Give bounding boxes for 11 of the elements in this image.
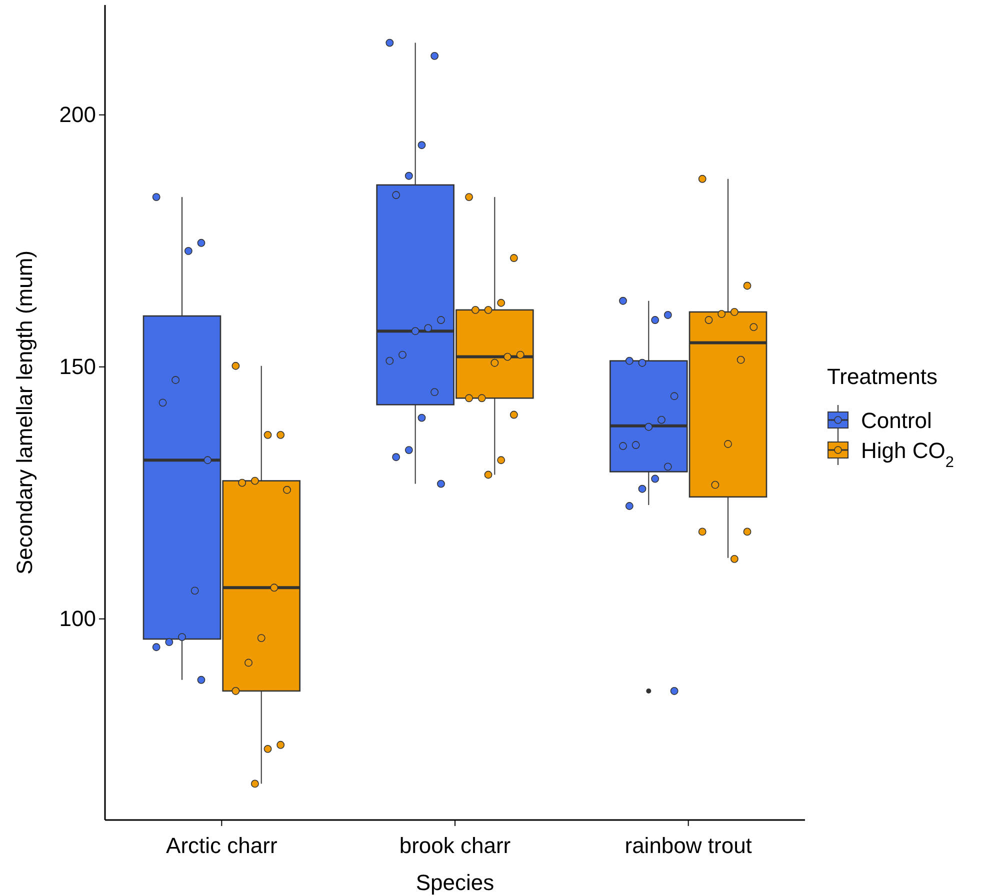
y-tick-label: 100 bbox=[59, 606, 96, 631]
x-tick-label: brook charr bbox=[399, 833, 511, 858]
legend-label: High CO$_{2}$ bbox=[861, 438, 954, 470]
y-tick-label: 200 bbox=[59, 102, 96, 127]
x-tick-label: rainbow trout bbox=[624, 833, 752, 858]
legend-title: Treatments bbox=[827, 364, 938, 389]
y-axis-title: Secondary lamellar length (mum) bbox=[12, 250, 37, 575]
x-tick-label: Arctic charr bbox=[166, 833, 278, 858]
y-tick-label: 150 bbox=[59, 354, 96, 379]
x-axis-title: Species bbox=[416, 870, 494, 895]
legend-label: Control bbox=[861, 408, 932, 433]
